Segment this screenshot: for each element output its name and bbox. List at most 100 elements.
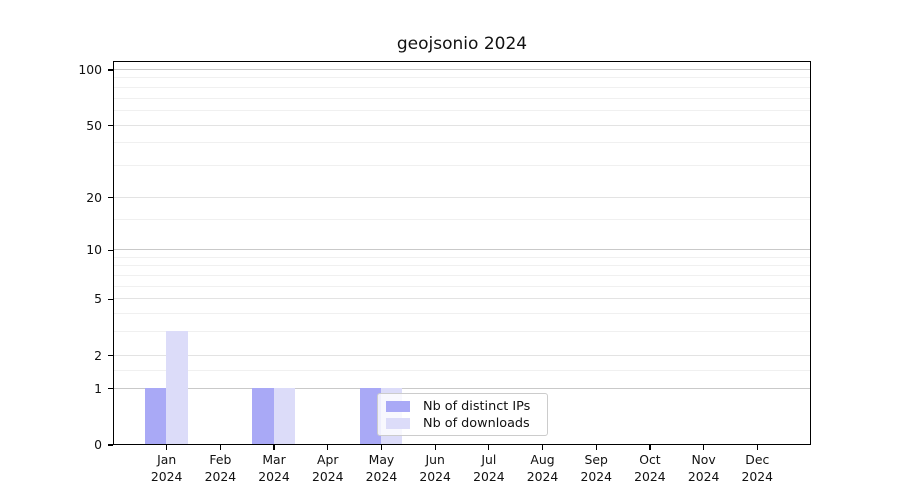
y-axis-tick-label: 1: [94, 380, 102, 396]
x-tick-mark: [380, 445, 383, 450]
y-tick-mark: [108, 444, 113, 446]
gridline: [114, 249, 810, 251]
x-tick-mark: [488, 445, 490, 450]
x-tick-mark: [219, 445, 222, 450]
x-axis-month-label: May 2024: [349, 452, 413, 485]
month-year: 2024: [634, 468, 666, 484]
month-year: 2024: [580, 468, 612, 484]
month-year: 2024: [258, 468, 290, 484]
gridline: [114, 387, 810, 389]
bar-distinct-ips-mar: [252, 387, 274, 444]
legend-swatch-distinct-ips: [386, 401, 410, 412]
month-year: 2024: [473, 468, 505, 484]
bar-distinct-ips-jan: [145, 387, 167, 444]
y-axis-tick-label: 20: [86, 189, 102, 205]
legend-swatch-downloads: [386, 418, 410, 429]
month-year: 2024: [311, 468, 344, 484]
y-axis-tick-label: 2: [94, 347, 102, 363]
gridline: [114, 109, 810, 111]
month-name: Jun: [425, 452, 445, 467]
month-year: 2024: [526, 468, 559, 484]
gridline: [114, 97, 810, 99]
month-name: Sep: [584, 452, 608, 467]
x-axis-month-label: Sep 2024: [564, 452, 628, 485]
x-tick-mark: [327, 445, 329, 450]
y-axis-tick-label: 50: [86, 117, 102, 133]
x-tick-mark: [166, 445, 168, 450]
x-axis-month-label: Oct 2024: [618, 452, 682, 485]
month-name: Mar: [262, 452, 286, 467]
x-tick-mark: [541, 445, 544, 450]
gridline: [114, 298, 810, 300]
month-year: 2024: [741, 468, 774, 484]
y-axis-tick-label: 10: [86, 242, 102, 258]
gridline: [114, 69, 810, 70]
y-axis-tick-label: 100: [78, 61, 102, 77]
x-axis-month-label: Jan 2024: [135, 452, 199, 485]
y-tick-mark: [108, 249, 113, 251]
x-tick-mark: [595, 445, 597, 450]
bar-downloads-mar: [273, 387, 296, 444]
gridline: [114, 164, 810, 166]
gridline: [114, 196, 810, 198]
month-name: Oct: [639, 452, 661, 467]
gridline: [114, 142, 810, 144]
x-axis-month-label: Jul 2024: [457, 452, 521, 485]
y-tick-mark: [108, 355, 113, 357]
y-tick-mark: [108, 69, 113, 71]
x-axis-month-label: Dec 2024: [725, 452, 789, 485]
gridline: [114, 369, 810, 371]
x-axis-month-label: Jun 2024: [403, 452, 467, 485]
x-tick-mark: [273, 445, 275, 450]
x-tick-mark: [702, 445, 705, 450]
x-axis-month-label: Mar 2024: [242, 452, 306, 485]
gridline: [114, 86, 810, 88]
x-axis-month-label: Apr 2024: [296, 452, 360, 485]
y-tick-mark: [108, 388, 113, 390]
y-tick-mark: [108, 298, 113, 301]
month-year: 2024: [419, 468, 451, 484]
gridline: [114, 354, 810, 356]
month-name: Nov: [691, 452, 716, 467]
legend-item: Nb of distinct IPs: [386, 399, 539, 414]
gridline: [114, 331, 810, 333]
gridline: [114, 124, 810, 126]
chart-title: geojsonio 2024: [396, 34, 528, 54]
month-name: Jan: [157, 452, 177, 467]
x-axis-month-label: Nov 2024: [672, 452, 736, 485]
bar-distinct-ips-may: [359, 387, 382, 444]
x-axis-month-label: Aug 2024: [511, 452, 575, 485]
gridline: [114, 265, 810, 267]
y-axis-tick-label: 0: [94, 437, 102, 452]
bar-downloads-jan: [166, 331, 188, 444]
y-tick-mark: [108, 124, 113, 127]
y-axis-tick-label: 5: [94, 291, 102, 307]
y-tick-mark: [108, 196, 113, 199]
month-name: Apr: [317, 452, 339, 467]
plot-area: [113, 61, 811, 445]
x-tick-mark: [649, 445, 651, 450]
gridline: [114, 218, 810, 220]
month-name: Dec: [745, 452, 770, 467]
month-year: 2024: [204, 468, 237, 484]
month-name: May: [368, 452, 395, 467]
legend-label: Nb of distinct IPs: [423, 399, 531, 414]
month-year: 2024: [365, 468, 398, 484]
month-name: Feb: [209, 452, 232, 467]
month-name: Aug: [530, 452, 555, 467]
x-tick-mark: [434, 445, 436, 450]
x-tick-mark: [756, 445, 758, 450]
legend-label: Nb of downloads: [423, 416, 530, 431]
month-year: 2024: [687, 468, 720, 484]
x-axis-month-label: Feb 2024: [188, 452, 252, 485]
month-year: 2024: [150, 468, 183, 484]
legend-item: Nb of downloads: [386, 416, 539, 431]
gridline: [114, 77, 810, 79]
month-name: Jul: [481, 452, 497, 467]
gridline: [114, 313, 810, 315]
legend: Nb of distinct IPs Nb of downloads: [377, 393, 548, 436]
gridline: [114, 275, 810, 277]
gridline: [114, 256, 810, 258]
gridline: [114, 285, 810, 287]
